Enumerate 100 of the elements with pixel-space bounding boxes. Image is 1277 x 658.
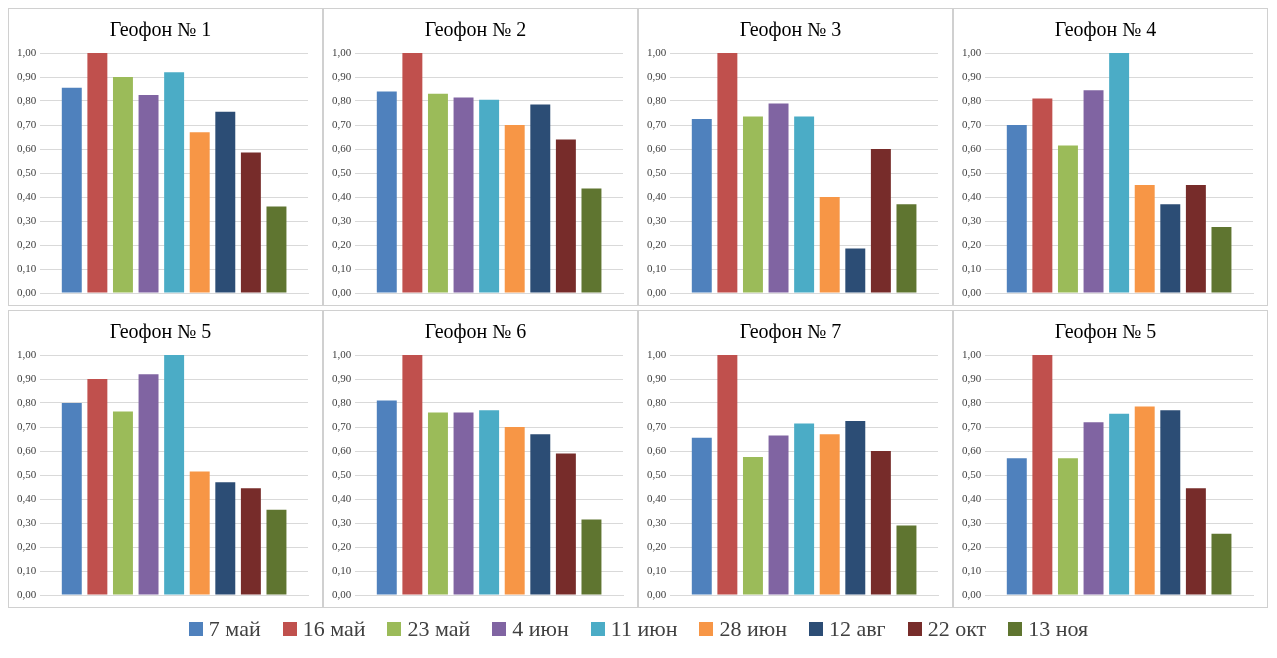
- y-tick-label: 0,50: [332, 165, 352, 178]
- y-tick-label: 0,50: [647, 467, 667, 480]
- y-tick-label: 0,40: [17, 189, 37, 202]
- y-tick-label: 1,00: [17, 45, 37, 58]
- y-tick-label: 0,60: [17, 141, 37, 154]
- y-tick-label: 0,80: [17, 395, 37, 408]
- y-tick-label: 0,70: [962, 419, 982, 432]
- y-tick-label: 0,70: [332, 419, 352, 432]
- bar: [61, 87, 82, 293]
- bar: [717, 53, 738, 293]
- y-tick-label: 0,90: [332, 371, 352, 384]
- bar: [581, 188, 602, 293]
- y-tick-label: 0,00: [332, 587, 352, 600]
- y-tick-label: 0,20: [17, 237, 37, 250]
- y-tick-label: 0,70: [17, 117, 37, 130]
- y-tick-label: 0,40: [647, 189, 667, 202]
- bar: [427, 93, 448, 293]
- bar: [376, 400, 397, 595]
- y-tick-label: 0,10: [17, 563, 37, 576]
- y-tick-label: 0,90: [962, 371, 982, 384]
- y-tick-label: 0,10: [647, 563, 667, 576]
- y-tick-label: 0,00: [332, 285, 352, 298]
- bar: [530, 434, 551, 595]
- bar: [1160, 204, 1181, 293]
- y-tick-label: 1,00: [332, 347, 352, 360]
- y-tick-label: 0,50: [17, 165, 37, 178]
- bar: [112, 411, 133, 595]
- bar: [266, 206, 287, 293]
- bar: [1109, 413, 1130, 595]
- bar: [138, 95, 159, 293]
- y-tick-label: 0,40: [332, 491, 352, 504]
- bar: [794, 423, 815, 595]
- bar: [479, 410, 500, 595]
- bar: [1134, 406, 1155, 595]
- y-tick-label: 0,90: [647, 69, 667, 82]
- bar: [87, 53, 108, 293]
- y-tick-label: 0,70: [17, 419, 37, 432]
- y-tick-label: 0,60: [647, 443, 667, 456]
- chart-title: Геофон № 6: [424, 320, 527, 344]
- bar: [1211, 227, 1232, 293]
- y-tick-label: 0,00: [647, 285, 667, 298]
- bar: [896, 204, 917, 293]
- bar: [1057, 458, 1078, 595]
- bar: [845, 248, 866, 293]
- y-tick-label: 0,90: [17, 371, 37, 384]
- bar: [189, 471, 210, 595]
- y-tick-label: 0,60: [332, 443, 352, 456]
- y-tick-label: 0,00: [647, 587, 667, 600]
- y-tick-label: 1,00: [647, 45, 667, 58]
- bar: [1109, 53, 1130, 293]
- y-tick-label: 0,20: [647, 237, 667, 250]
- bar: [87, 379, 108, 595]
- bar: [164, 355, 185, 595]
- legend-label: 11 июн: [610, 616, 678, 642]
- bar: [479, 99, 500, 293]
- y-tick-label: 0,50: [962, 467, 982, 480]
- y-tick-label: 0,60: [332, 141, 352, 154]
- legend-label: 28 июн: [719, 616, 787, 642]
- bar: [427, 412, 448, 595]
- bar: [504, 125, 525, 293]
- bar: [691, 119, 712, 293]
- chart-title: Геофон № 3: [739, 18, 842, 42]
- bar: [138, 374, 159, 595]
- y-tick-label: 0,20: [647, 539, 667, 552]
- y-tick-label: 1,00: [962, 45, 982, 58]
- bar: [1185, 488, 1206, 595]
- y-tick-label: 0,00: [17, 587, 37, 600]
- y-tick-label: 0,80: [647, 395, 667, 408]
- bar: [240, 488, 261, 595]
- bar: [742, 457, 763, 595]
- y-tick-label: 0,10: [962, 261, 982, 274]
- chart-title: Геофон № 2: [424, 18, 527, 42]
- bar: [1211, 533, 1232, 595]
- y-tick-label: 0,30: [647, 213, 667, 226]
- bar: [1032, 355, 1053, 595]
- legend-label: 23 май: [407, 616, 471, 642]
- y-tick-label: 1,00: [17, 347, 37, 360]
- legend-label: 4 июн: [512, 616, 569, 642]
- bar: [581, 519, 602, 595]
- chart-title: Геофон № 4: [1054, 18, 1157, 42]
- y-tick-label: 0,90: [962, 69, 982, 82]
- bar: [1185, 185, 1206, 293]
- y-tick-label: 0,00: [17, 285, 37, 298]
- legend-label: 13 ноя: [1028, 616, 1089, 642]
- y-tick-label: 0,60: [17, 443, 37, 456]
- bar: [504, 427, 525, 595]
- y-tick-label: 0,40: [332, 189, 352, 202]
- y-tick-label: 0,80: [962, 93, 982, 106]
- chart-title: Геофон № 7: [739, 320, 842, 344]
- bar: [530, 104, 551, 293]
- y-tick-label: 0,80: [332, 93, 352, 106]
- y-tick-label: 0,80: [962, 395, 982, 408]
- bar: [266, 509, 287, 595]
- y-tick-label: 0,20: [962, 539, 982, 552]
- bar: [1006, 458, 1027, 595]
- y-tick-label: 0,70: [647, 419, 667, 432]
- bar: [402, 53, 423, 293]
- bar: [402, 355, 423, 595]
- bar: [768, 435, 789, 595]
- y-tick-label: 0,60: [962, 443, 982, 456]
